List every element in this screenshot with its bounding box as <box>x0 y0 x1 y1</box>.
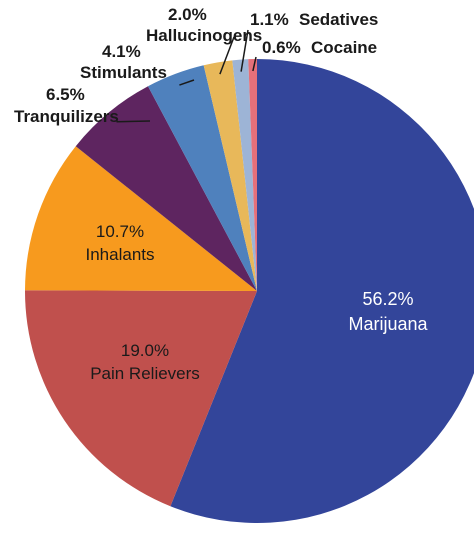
label-pain-relievers-name: Pain Relievers <box>90 364 200 383</box>
leader-line-tranquilizers <box>116 120 151 123</box>
label-marijuana-pct: 56.2% <box>362 289 413 309</box>
pie-slices <box>24 58 474 523</box>
label-tranquilizers-name: Tranquilizers <box>14 107 119 126</box>
label-tranquilizers-pct: 6.5% <box>46 85 85 104</box>
slice-tranquilizers <box>75 86 258 291</box>
label-sedatives-pct: 1.1% <box>250 10 289 29</box>
label-sedatives-name: Sedatives <box>299 10 378 29</box>
label-inhalants-pct: 10.7% <box>96 222 144 241</box>
label-inhalants-name: Inhalants <box>86 245 155 264</box>
slice-stimulants <box>148 65 257 291</box>
label-hallucinogens-name: Hallucinogens <box>146 26 262 45</box>
leader-line-hallucinogens <box>219 36 235 75</box>
slice-cocaine <box>248 58 257 292</box>
label-pain-relievers-pct: 19.0% <box>121 341 169 360</box>
label-stimulants-pct: 4.1% <box>102 42 141 61</box>
leader-lines <box>116 29 257 123</box>
leader-line-cocaine <box>252 56 257 72</box>
leader-line-sedatives <box>240 29 249 72</box>
label-hallucinogens-pct: 2.0% <box>168 5 207 24</box>
slice-pain-relievers <box>24 290 258 507</box>
label-cocaine-name: Cocaine <box>311 38 377 57</box>
label-stimulants-name: Stimulants <box>80 63 167 82</box>
slice-sedatives <box>232 59 257 291</box>
slice-inhalants <box>25 146 257 291</box>
label-cocaine-pct: 0.6% <box>262 38 301 57</box>
slice-marijuana <box>170 59 474 523</box>
leader-line-stimulants <box>179 79 195 86</box>
label-marijuana-name: Marijuana <box>348 314 428 334</box>
slice-hallucinogens <box>203 60 257 291</box>
